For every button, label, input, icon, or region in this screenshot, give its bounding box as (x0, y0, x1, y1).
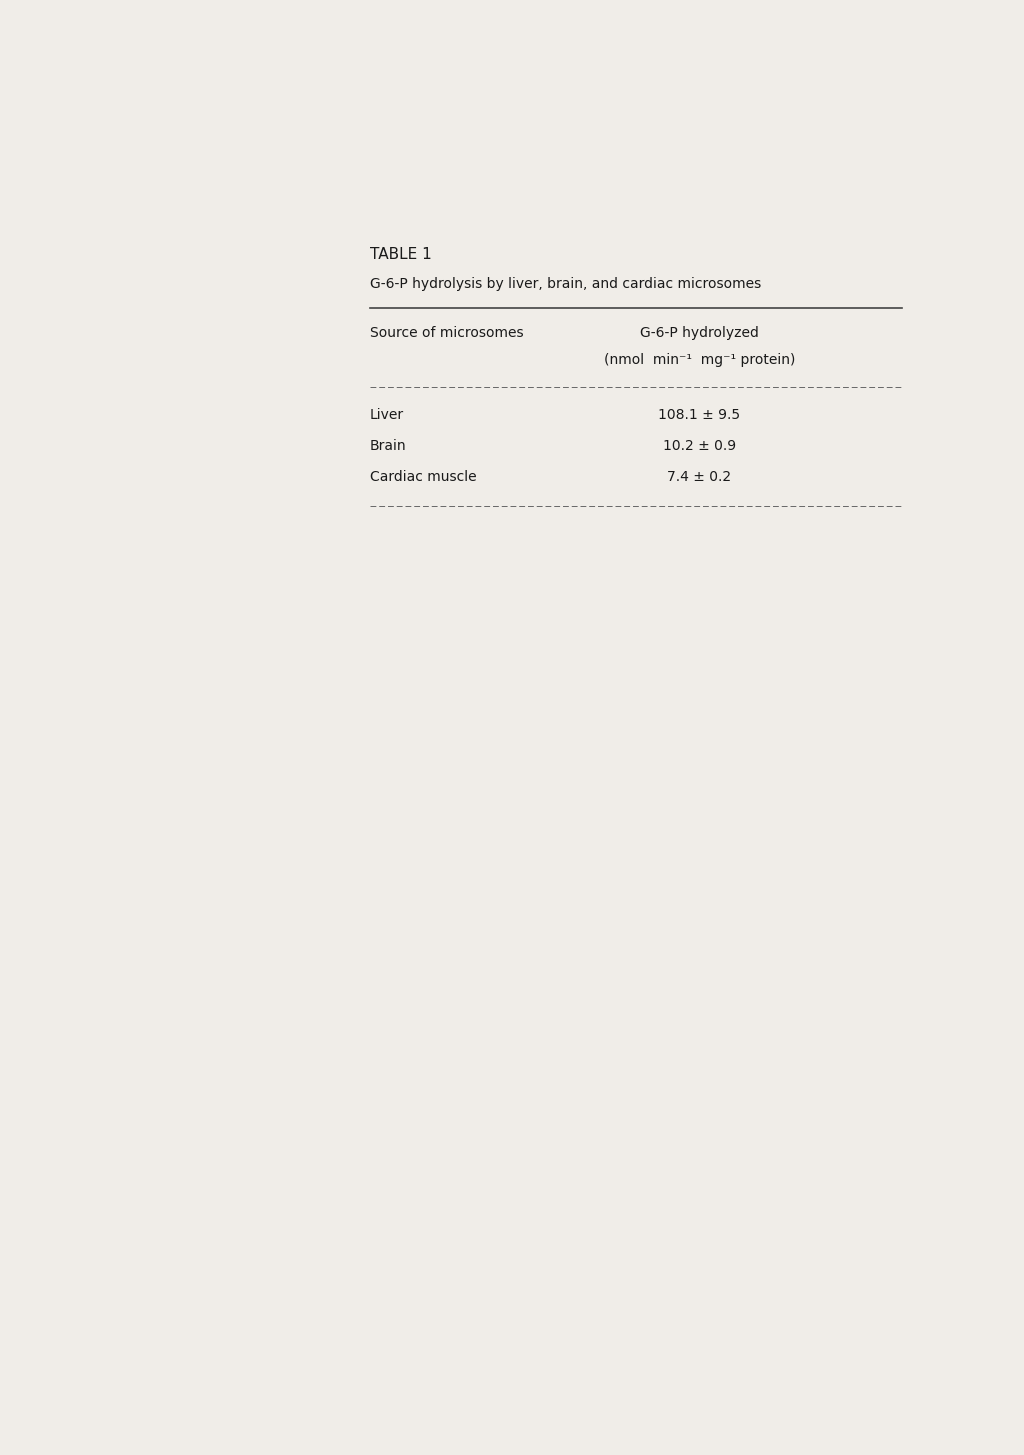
Text: Brain: Brain (370, 439, 407, 453)
Text: G-6-P hydrolyzed: G-6-P hydrolyzed (640, 326, 759, 340)
Text: 7.4 ± 0.2: 7.4 ± 0.2 (668, 470, 731, 485)
Text: G-6-P hydrolysis by liver, brain, and cardiac microsomes: G-6-P hydrolysis by liver, brain, and ca… (370, 276, 761, 291)
Text: (nmol  min⁻¹  mg⁻¹ protein): (nmol min⁻¹ mg⁻¹ protein) (604, 352, 795, 367)
Text: Cardiac muscle: Cardiac muscle (370, 470, 477, 485)
Text: 108.1 ± 9.5: 108.1 ± 9.5 (658, 407, 740, 422)
Text: Source of microsomes: Source of microsomes (370, 326, 523, 340)
Text: Liver: Liver (370, 407, 404, 422)
Text: 10.2 ± 0.9: 10.2 ± 0.9 (663, 439, 736, 453)
Text: TABLE 1: TABLE 1 (370, 247, 432, 262)
